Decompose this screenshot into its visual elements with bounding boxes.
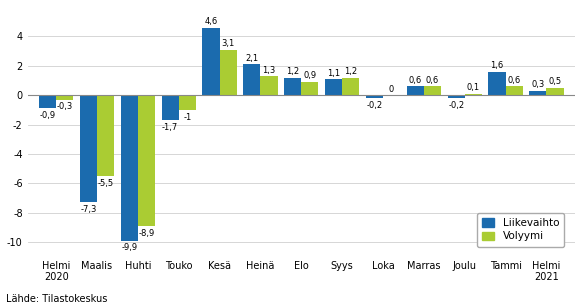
Bar [97,95,114,176]
Bar [261,76,278,95]
Bar [366,95,383,98]
Bar [465,94,482,95]
Bar [219,50,237,95]
Text: 4,6: 4,6 [204,17,218,26]
Text: 1,3: 1,3 [262,66,276,74]
Text: -0,3: -0,3 [56,102,73,111]
Bar [448,95,465,98]
Text: 1,2: 1,2 [286,67,299,76]
Text: 1,2: 1,2 [344,67,357,76]
Text: -0,9: -0,9 [40,111,56,120]
Text: 0,6: 0,6 [508,76,521,85]
Bar [325,79,342,95]
Text: -5,5: -5,5 [98,179,113,188]
Bar [138,95,155,226]
Bar [80,95,97,202]
Text: -0,2: -0,2 [367,101,382,110]
Bar [203,28,219,95]
Bar [506,86,523,95]
Text: -7,3: -7,3 [80,205,97,214]
Text: Lähde: Tilastokeskus: Lähde: Tilastokeskus [6,294,107,304]
Text: -1: -1 [183,112,191,122]
Text: -9,9: -9,9 [121,244,137,252]
Text: -0,2: -0,2 [448,101,464,110]
Bar [488,72,506,95]
Text: -1,7: -1,7 [162,123,178,132]
Text: 2,1: 2,1 [245,54,258,63]
Bar [162,95,179,120]
Bar [407,86,424,95]
Legend: Liikevaihto, Volyymi: Liikevaihto, Volyymi [477,213,565,247]
Text: 0,6: 0,6 [409,76,422,85]
Text: -8,9: -8,9 [139,229,155,238]
Text: 0,3: 0,3 [531,80,545,89]
Text: 0,9: 0,9 [303,71,317,81]
Bar [424,86,441,95]
Bar [301,82,318,95]
Text: 3,1: 3,1 [222,39,235,48]
Bar [243,64,261,95]
Bar [284,78,301,95]
Text: 0: 0 [389,85,394,94]
Text: 0,5: 0,5 [548,77,562,86]
Bar [56,95,73,100]
Bar [179,95,196,110]
Bar [39,95,56,109]
Text: 1,6: 1,6 [491,61,503,70]
Text: 1,1: 1,1 [327,68,340,78]
Text: 0,6: 0,6 [426,76,439,85]
Bar [529,91,546,95]
Bar [120,95,138,241]
Bar [342,78,359,95]
Text: 0,1: 0,1 [467,83,480,92]
Bar [546,88,563,95]
